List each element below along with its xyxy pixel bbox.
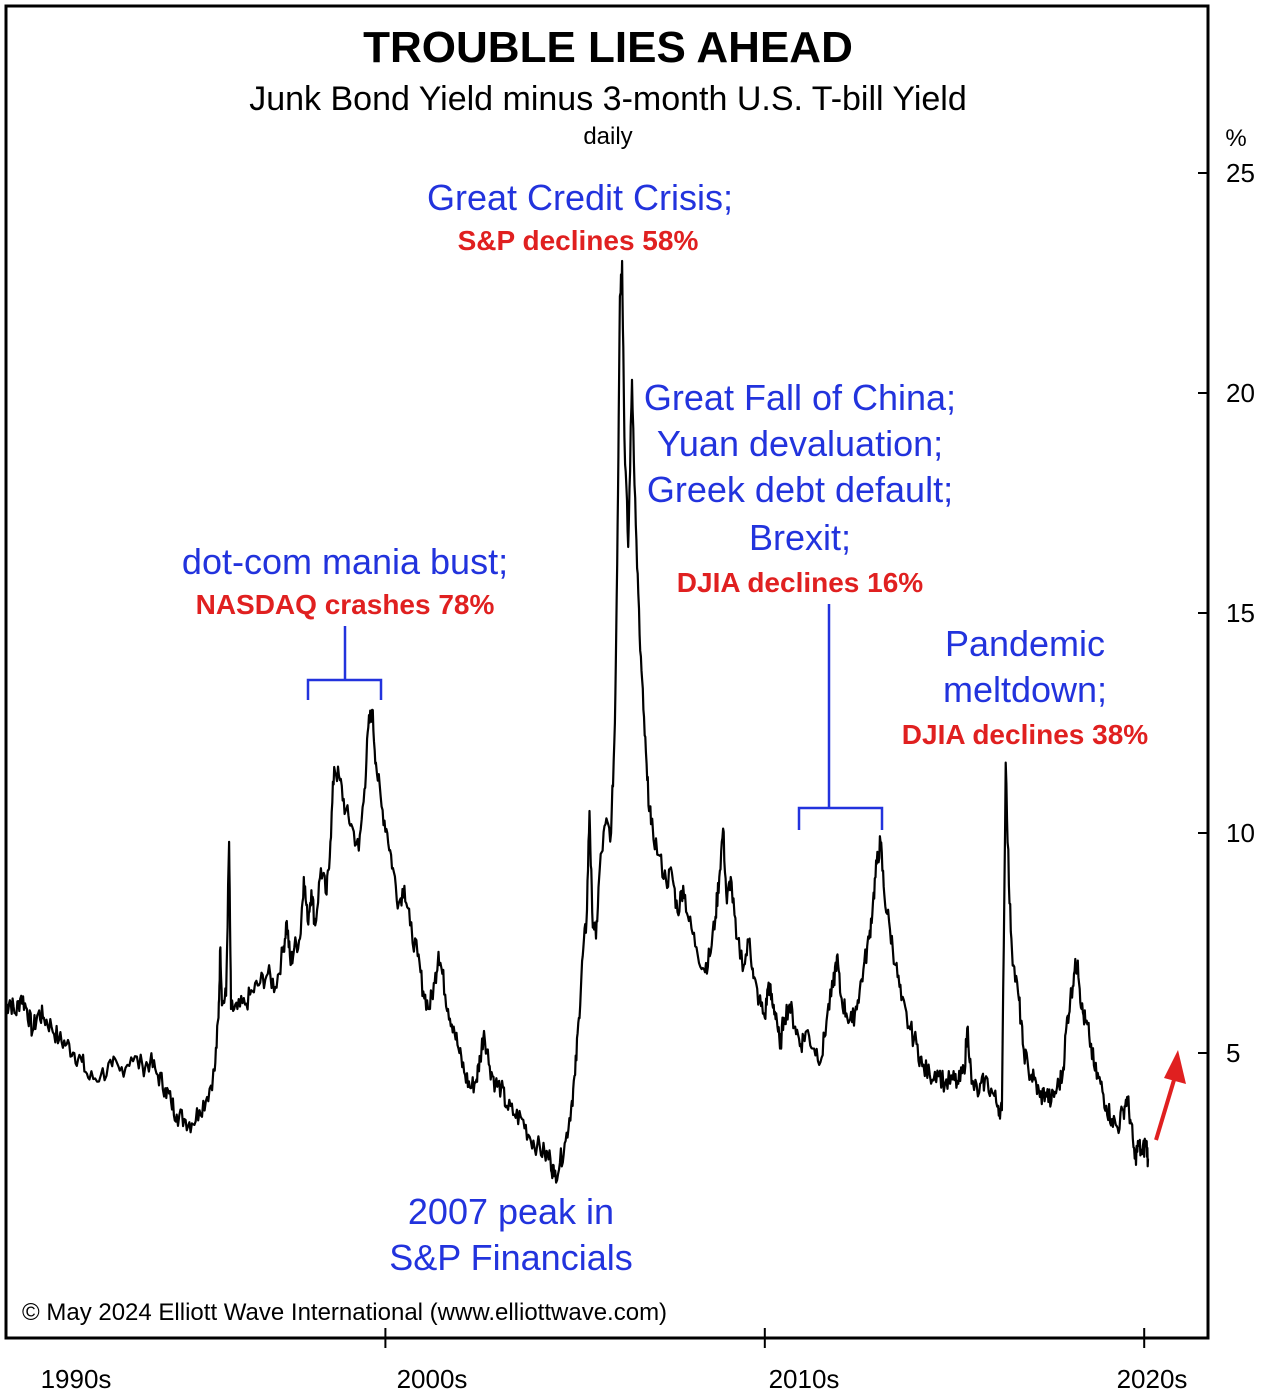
series-line bbox=[5, 259, 1150, 1184]
annotation-credit-crisis-decline: S&P declines 58% bbox=[458, 225, 699, 256]
dotcom-bracket bbox=[306, 626, 383, 700]
annotation-dotcom-decline: NASDAQ crashes 78% bbox=[196, 589, 495, 620]
copyright-notice: © May 2024 Elliott Wave International (w… bbox=[22, 1299, 667, 1326]
plot-frame bbox=[4, 4, 1210, 1340]
annotation-2007-peak-2: S&P Financials bbox=[389, 1237, 632, 1278]
y-tick-label: 20 bbox=[1226, 378, 1255, 408]
up-arrow-icon bbox=[1154, 1050, 1186, 1141]
x-axis: 1990s 2000s 2010s 2020s bbox=[41, 1328, 1188, 1394]
annotation-dotcom: dot-com mania bust; bbox=[182, 541, 508, 582]
x-tick-label: 2000s bbox=[397, 1364, 468, 1394]
china-bracket bbox=[797, 604, 884, 830]
y-tick-label: 10 bbox=[1226, 818, 1255, 848]
x-tick-label: 2010s bbox=[769, 1364, 840, 1394]
x-tick-label: 1990s bbox=[41, 1364, 112, 1394]
chart-frequency: daily bbox=[583, 123, 632, 150]
x-tick-label: 2020s bbox=[1117, 1364, 1188, 1394]
annotation-china-1: Great Fall of China; bbox=[644, 377, 956, 418]
y-tick-label: 5 bbox=[1226, 1038, 1240, 1068]
annotation-china-4: Brexit; bbox=[749, 517, 851, 558]
annotation-china-2: Yuan devaluation; bbox=[657, 423, 943, 464]
annotation-china-decline: DJIA declines 16% bbox=[677, 567, 924, 598]
annotation-2007-peak-1: 2007 peak in bbox=[408, 1191, 614, 1232]
y-tick-label: 25 bbox=[1226, 158, 1255, 188]
y-axis: 5 10 15 20 25 bbox=[1198, 158, 1255, 1068]
annotation-pandemic-decline: DJIA declines 38% bbox=[902, 719, 1149, 750]
annotation-china-3: Greek debt default; bbox=[647, 469, 953, 510]
y-axis-unit: % bbox=[1225, 125, 1246, 152]
annotation-credit-crisis: Great Credit Crisis; bbox=[427, 177, 733, 218]
y-tick-label: 15 bbox=[1226, 598, 1255, 628]
chart-subtitle: Junk Bond Yield minus 3-month U.S. T-bil… bbox=[249, 80, 967, 118]
chart-title: TROUBLE LIES AHEAD bbox=[363, 23, 853, 72]
annotation-pandemic-1: Pandemic bbox=[945, 623, 1105, 664]
annotation-pandemic-2: meltdown; bbox=[943, 669, 1107, 710]
